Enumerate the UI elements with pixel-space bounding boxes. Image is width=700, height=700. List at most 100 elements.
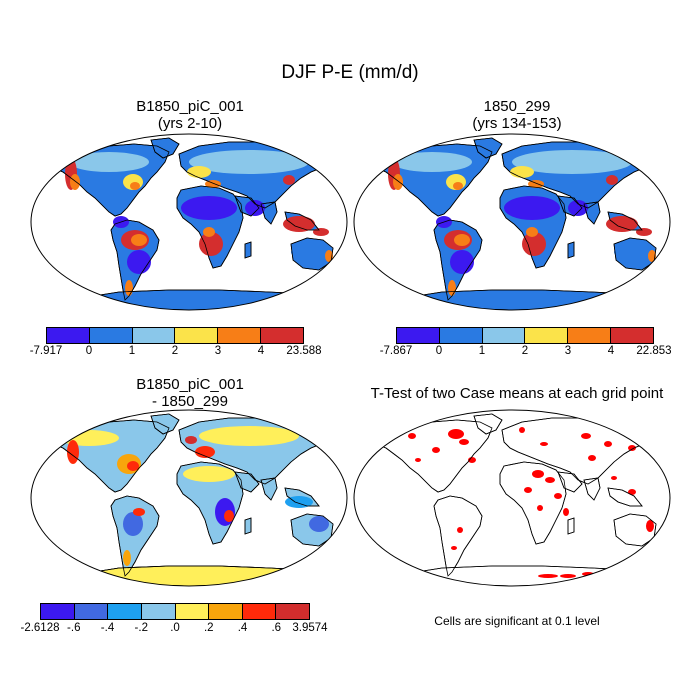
colorbar-1-tick-label: 3 (214, 345, 222, 357)
region-wet (325, 250, 333, 262)
region-wet (453, 182, 463, 190)
panel-3-title-line-1: B1850_piC_001 (136, 376, 244, 393)
region-wet (70, 174, 80, 190)
southAmerica-outline (433, 495, 483, 577)
northAmerica-land (365, 419, 493, 493)
seAsia-outline (284, 211, 320, 231)
colorbar-3-swatch (141, 604, 176, 619)
antarctica-land (403, 565, 653, 586)
region-wet (636, 228, 652, 236)
colorbar-2-tick-label: 2 (521, 345, 529, 357)
india-outline (260, 201, 278, 225)
region-neg (309, 516, 329, 532)
panel-3-title-line-2: - 1850_299 (152, 393, 228, 410)
region-wet (510, 166, 534, 178)
significance-note: Cells are significant at 0.1 level (434, 614, 600, 628)
region-light (189, 150, 309, 174)
colorbar-3-tick-label: -.6 (67, 622, 81, 634)
madagascar-outline (567, 241, 575, 259)
significant-cell (581, 433, 591, 439)
colorbar-2 (396, 327, 654, 344)
region-pos (59, 430, 119, 446)
map-panel-4 (353, 409, 671, 587)
region-wet (648, 250, 656, 262)
significant-cell (451, 546, 457, 550)
significant-cell (457, 527, 463, 533)
colorbar-2-swatch (482, 328, 526, 343)
colorbar-2-tick-label: 22.853 (636, 345, 672, 357)
northAmerica-outline (42, 143, 170, 217)
madagascar-land (244, 241, 252, 259)
region-wet (283, 216, 315, 232)
figure-title: DJF P-E (mm/d) (281, 62, 419, 83)
map-land-group (42, 413, 338, 586)
region-wet (283, 175, 295, 185)
significant-cell (532, 470, 544, 478)
significant-cell (519, 427, 525, 433)
colorbar-1-tick-label: -7.917 (29, 345, 63, 357)
colorbar-3-swatch (175, 604, 210, 619)
region-light (69, 152, 149, 172)
colorbar-3-swatch (74, 604, 109, 619)
region-pos (123, 550, 131, 566)
region-dry (127, 250, 151, 274)
region-wet (125, 280, 133, 296)
region-pos (133, 508, 145, 516)
significant-cell (545, 477, 555, 483)
significant-cell (468, 457, 476, 463)
colorbar-1-swatch (218, 328, 262, 343)
colorbar-2-swatch (397, 328, 440, 343)
panel-4-title: T-Test of two Case means at each grid po… (352, 385, 682, 402)
significant-cell (540, 442, 548, 446)
significant-cell (628, 445, 636, 451)
colorbar-1-swatch (47, 328, 90, 343)
region-dry (181, 196, 237, 220)
colorbar-2-tick-label: 0 (435, 345, 443, 357)
significant-cell (415, 458, 421, 462)
africa-outline (176, 461, 244, 545)
seAsia-outline (284, 487, 320, 507)
madagascar-land (567, 241, 575, 259)
map-land-group (365, 137, 661, 310)
map-frame (30, 409, 348, 587)
significant-cell (604, 441, 612, 447)
colorbar-3-tick-label: .6 (271, 622, 282, 634)
colorbar-3-swatch (209, 604, 243, 619)
colorbar-1 (46, 327, 304, 344)
colorbar-1-swatch (261, 328, 303, 343)
arabia-outline (234, 195, 260, 217)
colorbar-3-swatch (276, 604, 309, 619)
region-wet (606, 216, 638, 232)
significant-cell (611, 476, 617, 480)
region-pos (199, 426, 299, 446)
colorbar-3-swatch (242, 604, 277, 619)
map-frame (353, 133, 671, 311)
panel-2-title-line-1: 1850_299 (483, 98, 551, 115)
arabia-outline (557, 471, 583, 493)
map-land-group (42, 137, 338, 310)
significant-cell (459, 439, 469, 445)
region-wet (606, 175, 618, 185)
colorbar-1-tick-label: 2 (171, 345, 179, 357)
colorbar-3 (40, 603, 310, 620)
madagascar-outline (244, 517, 252, 535)
colorbar-2-swatch (439, 328, 483, 343)
significant-cell (537, 505, 543, 511)
colorbar-1-tick-label: 4 (257, 345, 265, 357)
colorbar-3-tick-label: -.4 (100, 622, 115, 634)
antarctica-land (403, 289, 653, 310)
colorbar-1-tick-label: 0 (85, 345, 93, 357)
region-wet (526, 227, 538, 237)
map-panel-2 (353, 133, 671, 311)
region-pos (185, 436, 197, 444)
significant-cell (560, 574, 576, 578)
seAsia-outline (607, 487, 643, 507)
colorbar-2-tick-label: 3 (564, 345, 572, 357)
colorbar-3-tick-label: -2.6128 (20, 622, 60, 634)
significant-cell (628, 489, 636, 495)
region-neg (123, 512, 143, 536)
region-base (614, 244, 650, 260)
greenland-outline (473, 413, 503, 435)
significant-cell (408, 433, 416, 439)
map-land-group (365, 413, 661, 586)
